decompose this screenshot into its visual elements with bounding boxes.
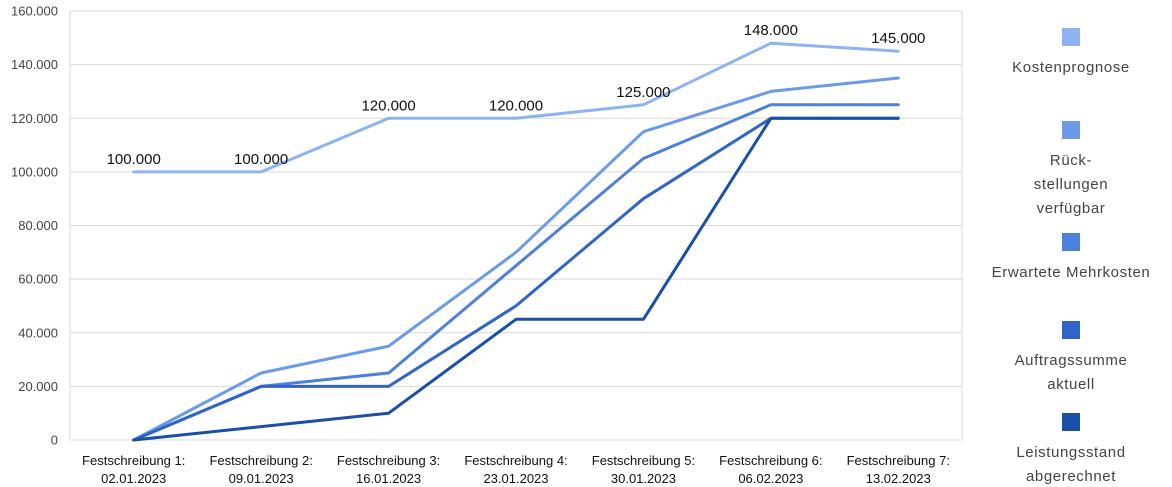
axes: 020.00040.00060.00080.000100.000120.0001… [11,4,950,487]
x-tick-label: Festschreibung 5: [592,453,695,468]
legend-label: stellungen [1034,176,1108,193]
series-line-4 [132,116,900,442]
data-label: 100.000 [107,151,161,168]
y-tick-label: 60.000 [18,272,58,287]
y-tick-label: 80.000 [18,218,58,233]
legend-label: Kostenprognose [1012,59,1130,76]
data-label: 125.000 [616,84,670,101]
data-labels: 100.000 100.000 120.000 120.000 125.000 148.0… [107,22,926,168]
series-lines [132,41,900,442]
y-tick-label: 20.000 [18,379,58,394]
data-label: 145.000 [871,30,925,47]
y-tick-label: 120.000 [11,111,58,126]
x-tick-label: 16.01.2023 [356,471,421,486]
legend-label: verfügbar [1037,200,1106,217]
legend-label: Rück- [1050,152,1092,169]
legend-swatch [1062,28,1080,46]
x-tick-label: 23.01.2023 [483,471,548,486]
x-tick-label: Festschreibung 1: [82,453,185,468]
legend-label: Erwartete Mehrkosten [992,264,1151,281]
x-tick-label: Festschreibung 4: [464,453,567,468]
data-label: 120.000 [489,97,543,114]
x-tick-label: Festschreibung 2: [209,453,312,468]
series-line-0 [132,41,900,174]
x-tick-label: 02.01.2023 [101,471,166,486]
x-tick-label: 06.02.2023 [738,471,803,486]
x-tick-label: 30.01.2023 [611,471,676,486]
y-tick-label: 140.000 [11,57,58,72]
data-label: 148.000 [744,22,798,39]
legend-label: abgerechnet [1026,468,1116,485]
legend-label: Auftragssumme [1015,352,1128,369]
legend-label: aktuell [1047,376,1095,393]
legend-swatch [1062,413,1080,431]
legend-swatch [1062,121,1080,139]
x-tick-label: 09.01.2023 [229,471,294,486]
gridlines [69,10,963,441]
series-line-1 [132,76,900,442]
y-tick-label: 0 [51,433,58,448]
legend-swatch [1062,233,1080,251]
legend: Kostenprognose Rück-stellungen verfügbar Er… [992,28,1151,485]
data-label: 100.000 [234,151,288,168]
y-tick-label: 160.000 [11,4,58,19]
x-tick-label: Festschreibung 3: [337,453,440,468]
y-tick-label: 40.000 [18,325,58,340]
x-tick-label: Festschreibung 7: [847,453,950,468]
legend-label: Leistungsstand [1016,444,1125,461]
x-tick-label: Festschreibung 6: [719,453,822,468]
legend-swatch [1062,321,1080,339]
y-tick-label: 100.000 [11,164,58,179]
x-tick-label: 13.02.2023 [866,471,931,486]
data-label: 120.000 [361,97,415,114]
